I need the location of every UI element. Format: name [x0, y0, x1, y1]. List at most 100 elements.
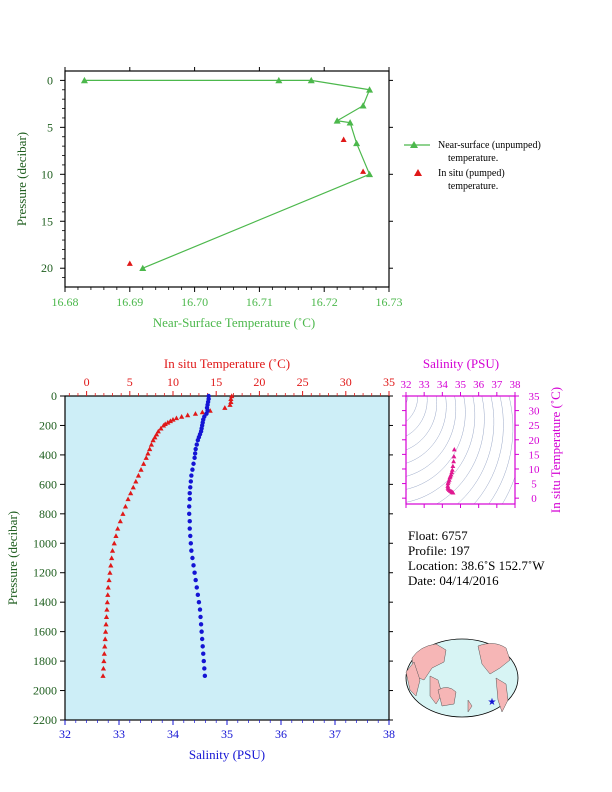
- near-surface-unpumped-point: [353, 139, 361, 147]
- ts-diagram: 32 33 34 35 36 37 38 0 5 10 15 20 25 30 35 Salinity (P…: [401, 356, 564, 513]
- profile-temperature-point: [229, 393, 235, 399]
- profile-temperature-point: [222, 405, 228, 410]
- near-surface-pumped-point: [340, 136, 347, 142]
- ts-point: [451, 447, 457, 452]
- ts-point: [450, 490, 456, 495]
- profile-temperature-point: [192, 411, 199, 416]
- profile-temperature-point: [103, 629, 109, 634]
- profile-temperature-point: [199, 409, 205, 415]
- profile-sal-tick-label: 32: [59, 727, 71, 741]
- near-surface-x-tick-label: 16.71: [246, 295, 273, 309]
- ts-y-tick-label: 30: [529, 406, 541, 418]
- ts-point: [451, 454, 457, 459]
- profile-temperature-point: [133, 478, 139, 484]
- near-surface-x-tick-label: 16.69: [116, 295, 143, 309]
- near-surface-legend: Near-surface (unpumped) temperature. In s…: [404, 140, 541, 192]
- profile-temperature-point: [101, 658, 107, 664]
- profile-temperature-point: [185, 412, 191, 418]
- ts-density-contour: [406, 396, 418, 422]
- ts-y-tick-label: 10: [529, 464, 541, 476]
- profile-salinity-point: [201, 658, 206, 664]
- profile-temperature-point: [173, 415, 180, 421]
- profile-salinity-point: [195, 437, 201, 443]
- map-asia: [411, 643, 447, 681]
- profile-temperature-point: [170, 416, 176, 422]
- profile-salinity-point: [197, 607, 203, 612]
- ts-x-tick-label: 38: [510, 379, 522, 391]
- ts-density-contour: [436, 396, 485, 504]
- profile-temperature-point: [145, 450, 151, 456]
- ts-x-tick-label: 35: [455, 379, 467, 391]
- profile-y-label: Pressure (decibar): [5, 511, 20, 605]
- ts-density-contour: [406, 396, 447, 464]
- profile-salinity-point: [193, 446, 198, 452]
- profile-salinity-point: [196, 599, 202, 605]
- profile-salinity-point: [199, 636, 205, 642]
- near-surface-x-label: Near-Surface Temperature (˚C): [153, 315, 315, 330]
- ts-density-contour: [406, 396, 476, 503]
- ts-x-tick-label: 33: [419, 379, 431, 391]
- ts-point: [447, 475, 453, 480]
- profile-salinity-point: [192, 451, 198, 456]
- profile-y-tick-label: 400: [39, 448, 57, 462]
- near-surface-x-tick-label: 16.68: [52, 295, 79, 309]
- profile-y-tick-label: 1200: [33, 566, 57, 580]
- legend-marker-pumped: [414, 169, 422, 176]
- near-surface-unpumped-point: [307, 76, 315, 84]
- ts-density-contour: [406, 396, 438, 451]
- profile-salinity-point: [195, 592, 201, 598]
- profile-salinity-point: [200, 644, 205, 649]
- profile-temperature-point: [167, 418, 174, 424]
- profile-temperature-point: [143, 455, 149, 460]
- near-surface-plot-frame: [64, 70, 390, 288]
- profile-salinity-point: [187, 491, 192, 496]
- profile-sal-tick-label: 33: [113, 727, 125, 741]
- profile-temperature-point: [106, 577, 112, 583]
- profile-temperature-point: [179, 414, 185, 419]
- profile-salinity-axis-label: Salinity (PSU): [189, 747, 265, 762]
- profile-salinity-point: [188, 485, 193, 490]
- profile-sal-tick-label: 38: [383, 727, 395, 741]
- ts-x-tick-label: 32: [401, 379, 412, 391]
- profile-temperature-point: [104, 599, 110, 605]
- profile-salinity-point: [199, 629, 204, 634]
- profile-temperature-point: [150, 437, 156, 443]
- profile-temp-tick-label: 15: [210, 375, 222, 389]
- near-surface-y-tick-label: 15: [41, 214, 53, 228]
- profile-temp-tick-label: 35: [383, 375, 395, 389]
- profile-salinity-point: [188, 541, 194, 546]
- ts-y-tick-label: 5: [531, 479, 537, 491]
- profile-temperature-point: [227, 402, 233, 407]
- profile-sal-tick-label: 35: [221, 727, 233, 741]
- profile-temperature-point: [153, 431, 160, 437]
- profile-temperature-point: [100, 665, 107, 671]
- map-africa: [405, 661, 421, 697]
- profile-temperature-point: [138, 467, 144, 472]
- profile-y-tick-label: 600: [39, 477, 57, 491]
- profile-temperature-point: [158, 425, 164, 431]
- profile-temperature-point: [102, 643, 108, 649]
- near-surface-pumped-point: [360, 168, 367, 174]
- float-info-panel: Float: 6757 Profile: 197 Location: 38.6˚…: [408, 528, 544, 588]
- profile-salinity-point: [202, 666, 207, 671]
- ts-point: [451, 458, 456, 464]
- profile-temperature-point: [141, 461, 147, 466]
- ts-y-tick-label: 0: [531, 493, 537, 505]
- ts-density-contour: [406, 396, 456, 477]
- profile-salinity-point: [189, 548, 194, 553]
- profile-temperature-point: [113, 533, 119, 538]
- ts-density-contour: [473, 396, 504, 504]
- profile-temperature-point: [147, 446, 153, 452]
- profile-temp-tick-label: 20: [253, 375, 265, 389]
- near-surface-x-tick-label: 16.73: [376, 295, 403, 309]
- profile-temperature-point: [120, 511, 126, 516]
- legend-marker-unpumped: [410, 141, 418, 148]
- profile-y-tick-label: 800: [39, 507, 57, 521]
- profile-plot-area: [64, 395, 390, 721]
- near-surface-x-tick-label: 16.72: [311, 295, 338, 309]
- float-location-star-icon: ★: [488, 697, 497, 708]
- float-location: Location: 38.6˚S 152.7˚W: [408, 558, 545, 573]
- profile-salinity-point: [192, 455, 197, 461]
- profile-y-tick-label: 1000: [33, 536, 57, 550]
- near-surface-y-tick-label: 0: [47, 73, 53, 87]
